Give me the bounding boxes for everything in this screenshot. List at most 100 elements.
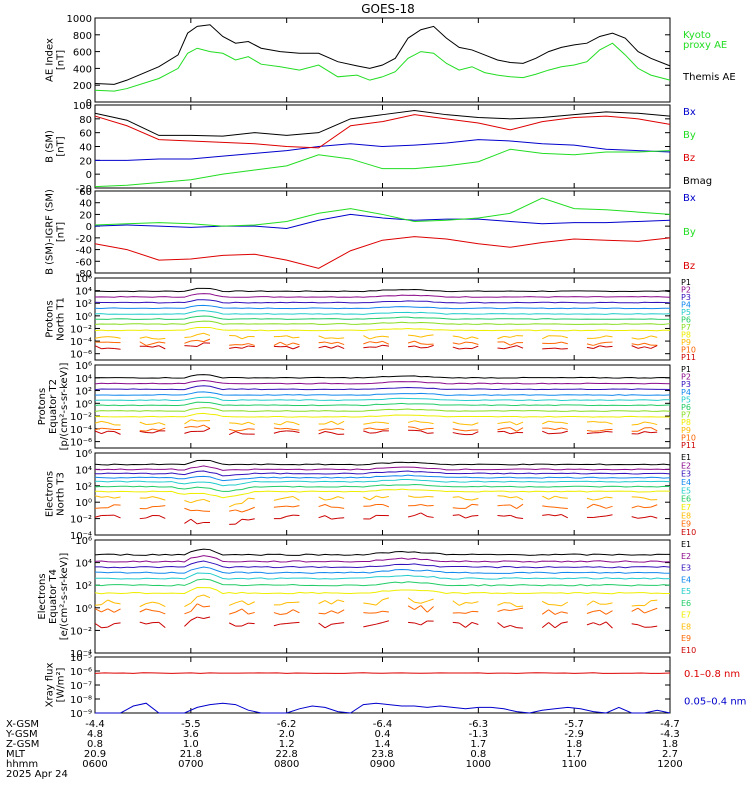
channel-segment bbox=[286, 335, 294, 339]
y-axis-label: Xray flux bbox=[45, 663, 56, 708]
channel-segment bbox=[631, 343, 639, 346]
y-tick-label: 10⁰ bbox=[75, 604, 92, 615]
channel-segment bbox=[190, 603, 198, 612]
channel-segment bbox=[548, 427, 556, 431]
channel-segment bbox=[94, 622, 102, 629]
y-tick-label: 200 bbox=[73, 81, 92, 92]
channel-segment bbox=[158, 622, 166, 629]
y-tick-label: -20 bbox=[76, 184, 92, 195]
channel-segment bbox=[318, 496, 326, 501]
channel-segment bbox=[203, 338, 211, 343]
channel-segment bbox=[139, 603, 147, 608]
channel-segment bbox=[101, 347, 108, 350]
channel-segment bbox=[273, 423, 281, 426]
channel-line-e2 bbox=[94, 465, 671, 471]
channel-segment bbox=[273, 612, 281, 615]
channel-segment bbox=[94, 495, 102, 498]
channel-segment bbox=[414, 622, 421, 626]
y-tick-label: 10⁻⁶ bbox=[70, 667, 92, 678]
series-line-bx bbox=[95, 139, 671, 161]
channel-segment bbox=[369, 514, 377, 520]
channel-segment bbox=[107, 608, 115, 613]
channel-segment bbox=[145, 515, 153, 519]
channel-segment bbox=[637, 421, 645, 425]
legend-entry: P3 bbox=[681, 293, 691, 302]
channel-segment bbox=[471, 601, 479, 604]
channel-segment bbox=[280, 341, 287, 346]
channel-segment bbox=[637, 624, 645, 628]
channel-segment bbox=[497, 335, 505, 340]
channel-segment bbox=[593, 600, 600, 605]
channel-segment bbox=[420, 512, 428, 517]
channel-segment bbox=[158, 602, 166, 608]
x-axis-value: 1000 bbox=[466, 759, 491, 770]
channel-segment bbox=[516, 345, 524, 349]
y-axis-label: Equator T4 bbox=[48, 569, 59, 624]
channel-segment bbox=[158, 341, 166, 344]
channel-segment bbox=[337, 427, 345, 430]
channel-segment bbox=[324, 600, 332, 605]
channel-segment bbox=[337, 420, 345, 425]
channel-segment bbox=[107, 496, 115, 499]
channel-segment bbox=[114, 348, 121, 350]
legend-entry: E4 bbox=[681, 575, 691, 584]
channel-segment bbox=[145, 336, 153, 340]
legend-entry: P1 bbox=[681, 278, 691, 287]
channel-segment bbox=[318, 515, 326, 519]
channel-segment bbox=[369, 603, 377, 606]
channel-segment bbox=[235, 422, 243, 425]
channel-segment bbox=[158, 345, 166, 350]
channel-segment bbox=[292, 342, 300, 346]
channel-segment bbox=[554, 427, 562, 431]
channel-segment bbox=[382, 335, 389, 338]
channel-segment bbox=[363, 430, 370, 434]
channel-segment bbox=[139, 341, 147, 346]
channel-segment bbox=[541, 609, 549, 615]
channel-segment bbox=[382, 428, 389, 431]
legend-entry: E1 bbox=[681, 540, 691, 549]
channel-segment bbox=[650, 422, 658, 426]
legend-entry: P5 bbox=[681, 395, 691, 404]
channel-line-e3 bbox=[94, 560, 671, 569]
y-axis-label: North T1 bbox=[56, 297, 67, 341]
channel-segment bbox=[542, 514, 549, 516]
channel-segment bbox=[510, 421, 517, 426]
plot-title: GOES-18 bbox=[361, 2, 415, 16]
channel-segment bbox=[107, 623, 115, 628]
channel-segment bbox=[94, 427, 102, 431]
y-tick-label: 10⁻⁴ bbox=[70, 425, 92, 436]
channel-segment bbox=[280, 335, 287, 337]
channel-segment bbox=[471, 345, 479, 350]
channel-segment bbox=[516, 421, 524, 426]
legend-entry: Bmag bbox=[683, 176, 712, 187]
channel-segment bbox=[650, 335, 658, 338]
x-axis-row-label: X-GSM bbox=[6, 719, 39, 730]
channel-segment bbox=[292, 505, 300, 508]
legend-entry: By bbox=[683, 227, 696, 238]
channel-segment bbox=[158, 610, 166, 615]
channel-segment bbox=[561, 421, 568, 425]
channel-segment bbox=[145, 506, 153, 510]
channel-segment bbox=[229, 611, 236, 615]
channel-segment bbox=[497, 622, 505, 628]
channel-segment bbox=[631, 337, 639, 340]
channel-segment bbox=[471, 515, 479, 517]
channel-segment bbox=[331, 599, 339, 605]
channel-segment bbox=[561, 335, 568, 339]
channel-line-p6 bbox=[94, 401, 671, 407]
y-tick-label: 10⁶ bbox=[75, 449, 92, 460]
channel-segment bbox=[190, 596, 198, 604]
channel-segment bbox=[459, 429, 466, 432]
channel-segment bbox=[593, 516, 600, 519]
channel-line-e7 bbox=[94, 587, 671, 595]
channel-segment bbox=[101, 336, 108, 338]
channel-segment bbox=[363, 602, 370, 605]
channel-segment bbox=[586, 497, 594, 501]
channel-segment bbox=[650, 599, 658, 602]
channel-segment bbox=[248, 421, 255, 426]
channel-segment bbox=[293, 621, 300, 624]
channel-segment bbox=[248, 601, 255, 606]
channel-segment bbox=[152, 341, 160, 345]
channel-segment bbox=[152, 422, 160, 425]
